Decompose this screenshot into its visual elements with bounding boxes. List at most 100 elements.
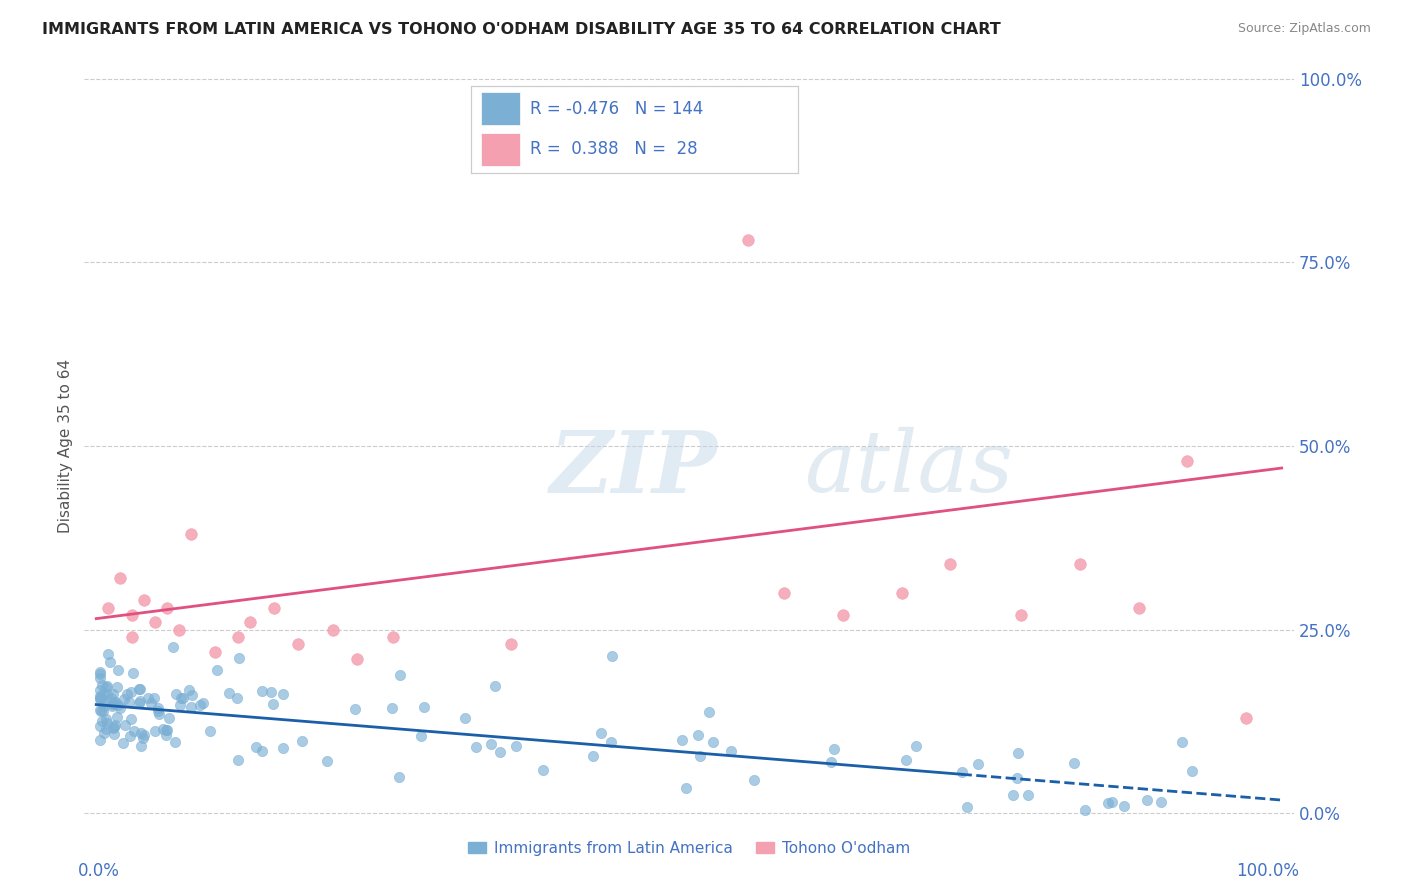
Point bbox=[103, 727, 125, 741]
Point bbox=[90, 704, 112, 718]
Point bbox=[103, 687, 125, 701]
Point bbox=[103, 720, 125, 734]
Point bbox=[132, 593, 155, 607]
Point bbox=[180, 527, 202, 541]
Point bbox=[122, 723, 145, 738]
Point bbox=[1101, 795, 1123, 809]
Point bbox=[188, 698, 211, 712]
Point bbox=[91, 687, 114, 701]
Point bbox=[1005, 771, 1028, 785]
Point bbox=[226, 753, 249, 767]
Point bbox=[89, 667, 111, 681]
Point bbox=[96, 687, 118, 701]
Point bbox=[322, 623, 344, 637]
Point bbox=[89, 671, 111, 685]
Point bbox=[191, 697, 214, 711]
Point bbox=[271, 687, 294, 701]
Point bbox=[89, 719, 111, 733]
Point bbox=[163, 735, 186, 749]
Point bbox=[291, 734, 314, 748]
Point bbox=[117, 695, 139, 709]
Point bbox=[245, 739, 267, 754]
Point bbox=[1128, 600, 1150, 615]
Point bbox=[737, 233, 759, 247]
Point bbox=[1175, 453, 1198, 467]
Point bbox=[1007, 746, 1029, 760]
Point bbox=[89, 683, 111, 698]
Point bbox=[136, 690, 159, 705]
Point bbox=[218, 686, 240, 700]
Point bbox=[89, 690, 111, 705]
Point bbox=[93, 725, 115, 739]
Point bbox=[89, 665, 111, 679]
Point bbox=[198, 723, 221, 738]
Point bbox=[162, 640, 184, 654]
Point bbox=[131, 731, 153, 745]
Point bbox=[582, 749, 605, 764]
Point bbox=[108, 701, 131, 715]
Point bbox=[1136, 793, 1159, 807]
Point bbox=[107, 663, 129, 677]
Point bbox=[533, 764, 555, 778]
Text: Source: ZipAtlas.com: Source: ZipAtlas.com bbox=[1237, 22, 1371, 36]
Point bbox=[165, 687, 187, 701]
Point bbox=[91, 714, 114, 728]
Point bbox=[143, 723, 166, 738]
Point bbox=[381, 630, 404, 644]
Point bbox=[91, 678, 114, 692]
Point bbox=[1001, 789, 1024, 803]
Point bbox=[239, 615, 262, 630]
Point bbox=[128, 694, 150, 708]
Point bbox=[169, 698, 191, 712]
Point bbox=[1171, 735, 1194, 749]
Point bbox=[689, 748, 711, 763]
Point bbox=[129, 726, 152, 740]
Point bbox=[742, 772, 765, 787]
Point bbox=[388, 770, 411, 784]
Point bbox=[152, 722, 174, 736]
Point bbox=[180, 688, 202, 702]
Point bbox=[93, 699, 115, 714]
Point bbox=[228, 630, 250, 644]
Point bbox=[96, 716, 118, 731]
Point bbox=[145, 615, 167, 630]
Point bbox=[702, 735, 724, 749]
Point bbox=[128, 696, 150, 710]
Point bbox=[388, 667, 411, 681]
Point bbox=[772, 586, 794, 600]
Point bbox=[96, 679, 118, 693]
Point bbox=[1181, 764, 1204, 779]
Point bbox=[105, 710, 128, 724]
Point bbox=[89, 703, 111, 717]
Point bbox=[115, 687, 138, 701]
Point bbox=[114, 718, 136, 732]
Point bbox=[172, 691, 194, 706]
Point bbox=[89, 733, 111, 747]
Point bbox=[720, 743, 742, 757]
Point bbox=[104, 695, 127, 709]
Point bbox=[381, 701, 404, 715]
Y-axis label: Disability Age 35 to 64: Disability Age 35 to 64 bbox=[58, 359, 73, 533]
Point bbox=[94, 680, 117, 694]
Point bbox=[155, 723, 177, 738]
Point bbox=[157, 711, 180, 725]
Point bbox=[120, 685, 142, 699]
Point bbox=[170, 690, 193, 705]
Point bbox=[832, 607, 855, 622]
Point bbox=[204, 645, 226, 659]
Point bbox=[90, 690, 112, 705]
Point bbox=[128, 682, 150, 697]
Point bbox=[411, 729, 433, 743]
Point bbox=[820, 756, 842, 770]
Point bbox=[894, 753, 917, 767]
Point bbox=[112, 691, 135, 706]
Point bbox=[1069, 557, 1091, 571]
Point bbox=[413, 699, 436, 714]
Point bbox=[121, 630, 143, 644]
Point bbox=[262, 697, 284, 711]
Point bbox=[121, 712, 143, 726]
Point bbox=[134, 728, 156, 742]
Point bbox=[121, 607, 143, 622]
Point bbox=[1234, 711, 1257, 725]
Point bbox=[938, 557, 960, 571]
